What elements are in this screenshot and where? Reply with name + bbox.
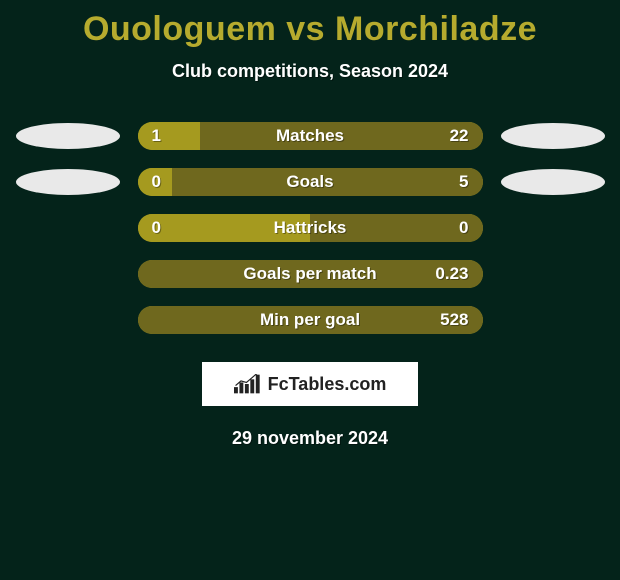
stat-bar: Min per goal528 <box>138 306 483 334</box>
stat-label: Hattricks <box>138 214 483 242</box>
stat-label: Goals per match <box>138 260 483 288</box>
player-badge-right <box>501 169 605 195</box>
stat-row: Goals per match0.23 <box>0 260 620 288</box>
stat-right-value: 22 <box>450 122 469 150</box>
date-label: 29 november 2024 <box>0 428 620 449</box>
stat-right-value: 528 <box>440 306 468 334</box>
stat-right-value: 0.23 <box>435 260 468 288</box>
stat-label: Matches <box>138 122 483 150</box>
page-title: Ouologuem vs Morchiladze <box>0 0 620 49</box>
watermark: FcTables.com <box>202 362 418 406</box>
stat-label: Goals <box>138 168 483 196</box>
stat-right-value: 0 <box>459 214 468 242</box>
stat-bar: 0Hattricks0 <box>138 214 483 242</box>
stat-bar: 1Matches22 <box>138 122 483 150</box>
infographic-container: Ouologuem vs Morchiladze Club competitio… <box>0 0 620 580</box>
stat-row: 0Hattricks0 <box>0 214 620 242</box>
stat-right-value: 5 <box>459 168 468 196</box>
stats-list: 1Matches220Goals50Hattricks0Goals per ma… <box>0 122 620 334</box>
bars-icon <box>234 374 262 394</box>
watermark-text: FcTables.com <box>268 374 387 395</box>
stat-row: Min per goal528 <box>0 306 620 334</box>
player-badge-left <box>16 169 120 195</box>
stat-bar: 0Goals5 <box>138 168 483 196</box>
player-badge-left <box>16 123 120 149</box>
stat-row: 1Matches22 <box>0 122 620 150</box>
stat-bar: Goals per match0.23 <box>138 260 483 288</box>
stat-label: Min per goal <box>138 306 483 334</box>
subtitle: Club competitions, Season 2024 <box>0 61 620 82</box>
player-badge-right <box>501 123 605 149</box>
stat-row: 0Goals5 <box>0 168 620 196</box>
